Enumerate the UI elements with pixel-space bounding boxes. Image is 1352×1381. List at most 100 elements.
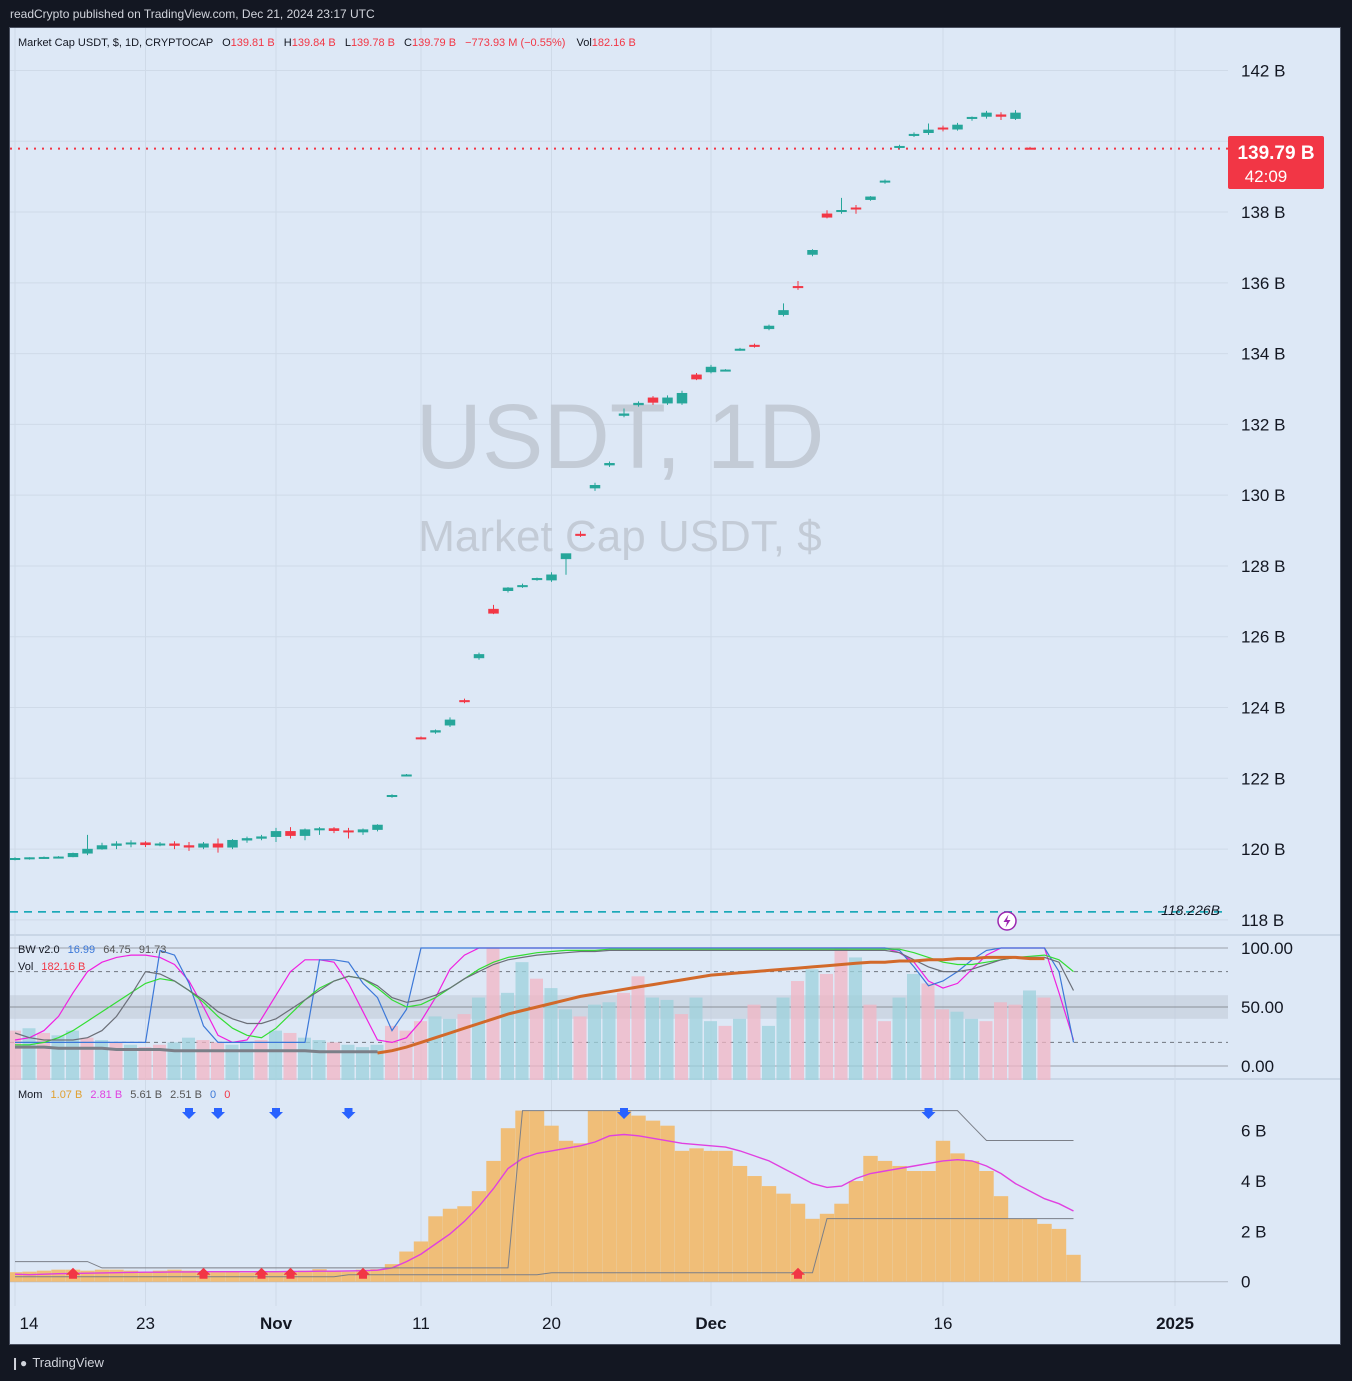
arrow-down-icon — [269, 1108, 283, 1119]
mom-bar — [529, 1110, 545, 1282]
time-tick-label: 20 — [542, 1314, 561, 1333]
volume-bar — [356, 1047, 369, 1080]
arrow-down-icon — [182, 1108, 196, 1119]
mom-bar — [486, 1160, 501, 1282]
candle-body — [923, 129, 934, 134]
bw-vol-value: 182.16 B — [41, 961, 85, 973]
volume-bar — [559, 1009, 572, 1080]
candle-body — [459, 700, 470, 703]
mom-pane[interactable] — [10, 1108, 1228, 1283]
candle-body — [908, 133, 920, 136]
legend-symbol: Market Cap USDT, $, 1D, CRYPTOCAP — [18, 37, 213, 49]
candle-body — [488, 608, 499, 614]
candle-body — [212, 843, 224, 848]
volume-bar — [820, 973, 833, 1080]
tradingview-brand[interactable]: ❙● TradingView — [10, 1355, 104, 1370]
mom-bar — [645, 1120, 661, 1282]
mom-bar — [906, 1170, 922, 1282]
volume-bar — [22, 1028, 36, 1080]
volume-bar — [254, 1040, 268, 1080]
candle-body — [807, 250, 818, 255]
bw-series-line-3 — [14, 949, 1075, 1041]
mom-bar — [761, 1186, 777, 1282]
mom-bar — [558, 1140, 574, 1282]
candle-body — [328, 828, 340, 831]
volume-bar — [544, 988, 558, 1080]
candle-body — [604, 463, 615, 466]
candle-body — [430, 730, 441, 733]
candle-body — [82, 848, 93, 854]
candle-body — [981, 112, 992, 117]
candle-body — [676, 392, 688, 404]
candle-body — [618, 413, 630, 416]
lightning-icon[interactable] — [997, 911, 1017, 931]
mom-legend: Mom 1.07 B 2.81 B 5.61 B 2.51 B 0 0 — [18, 1089, 230, 1101]
legend-line: Market Cap USDT, $, 1D, CRYPTOCAP O139.8… — [18, 37, 636, 49]
candle-body — [357, 829, 369, 833]
volume-bar — [675, 1014, 688, 1080]
candle-body — [67, 853, 79, 858]
candle-body — [299, 829, 311, 836]
volume-bar — [892, 997, 906, 1080]
watermark-main: USDT, 1D — [416, 386, 825, 488]
price-tag-box — [1228, 136, 1324, 189]
candle-body — [995, 114, 1007, 117]
volume-bar — [950, 1011, 964, 1080]
price-pane[interactable] — [10, 110, 1228, 913]
bw-series-line-5 — [15, 1045, 378, 1054]
mom-bar — [544, 1125, 559, 1282]
candle-body — [140, 842, 151, 846]
bw-legend: BW v2.0 16.99 64.75 91.73 — [18, 944, 166, 956]
arrow-down-icon — [341, 1108, 356, 1119]
mom-bar — [500, 1128, 516, 1282]
mom-bar — [964, 1160, 980, 1282]
brand-label: TradingView — [32, 1355, 104, 1370]
price-tick-label: 142 B — [1241, 61, 1285, 80]
candle-body — [778, 310, 789, 315]
volume-bar — [370, 1044, 384, 1080]
candle-body — [546, 574, 557, 581]
panel-bg — [10, 28, 1340, 1344]
volume-bar — [428, 1016, 442, 1080]
published-caption: readCrypto published on TradingView.com,… — [10, 7, 375, 21]
volume-bar — [834, 948, 848, 1080]
candle-body — [792, 286, 804, 289]
mom-bar — [877, 1160, 893, 1282]
volume-bar — [689, 997, 703, 1080]
volume-bar — [791, 981, 804, 1080]
mom-bar — [312, 1269, 327, 1282]
volume-bar — [312, 1040, 326, 1080]
mom-bar — [239, 1272, 255, 1282]
mom-bar — [834, 1203, 849, 1282]
mom-bar — [935, 1140, 951, 1282]
mom-tick-label: 6 B — [1241, 1122, 1267, 1141]
mom-series-line-1 — [15, 1110, 1074, 1269]
bw-pane[interactable] — [10, 947, 1228, 1080]
mom-legend-v1: 1.07 B — [51, 1089, 83, 1101]
volume-bar — [66, 1030, 79, 1080]
candle-body — [183, 845, 195, 848]
volume-bar — [80, 1037, 94, 1080]
mom-bar — [341, 1271, 356, 1282]
price-tick-label: 132 B — [1241, 415, 1285, 434]
mom-tick-label: 0 — [1241, 1273, 1250, 1292]
mom-series-line-0 — [14, 1133, 1074, 1276]
mom-bar — [457, 1206, 472, 1282]
mom-bar — [370, 1269, 385, 1282]
candle-body — [96, 845, 108, 850]
volume-bar — [196, 1040, 210, 1080]
bw-vol-label: Vol — [18, 961, 33, 973]
time-tick-label: 11 — [412, 1314, 430, 1333]
volume-bar — [414, 1021, 427, 1080]
mom-bar — [1051, 1228, 1067, 1282]
volume-bar — [805, 969, 819, 1080]
mom-bar — [689, 1148, 704, 1282]
candle-body — [560, 553, 572, 560]
volume-bar — [182, 1037, 195, 1080]
candle-body — [415, 737, 427, 740]
volume-bar — [385, 1025, 398, 1080]
mom-legend-v3: 5.61 B — [130, 1089, 162, 1101]
arrow-down-icon — [211, 1108, 225, 1119]
chart-canvas[interactable]: USDT, 1D Market Cap USDT, $ 118 B 120 B 12… — [10, 28, 1340, 1344]
price-tag-price: 139.79 B — [1237, 143, 1314, 164]
